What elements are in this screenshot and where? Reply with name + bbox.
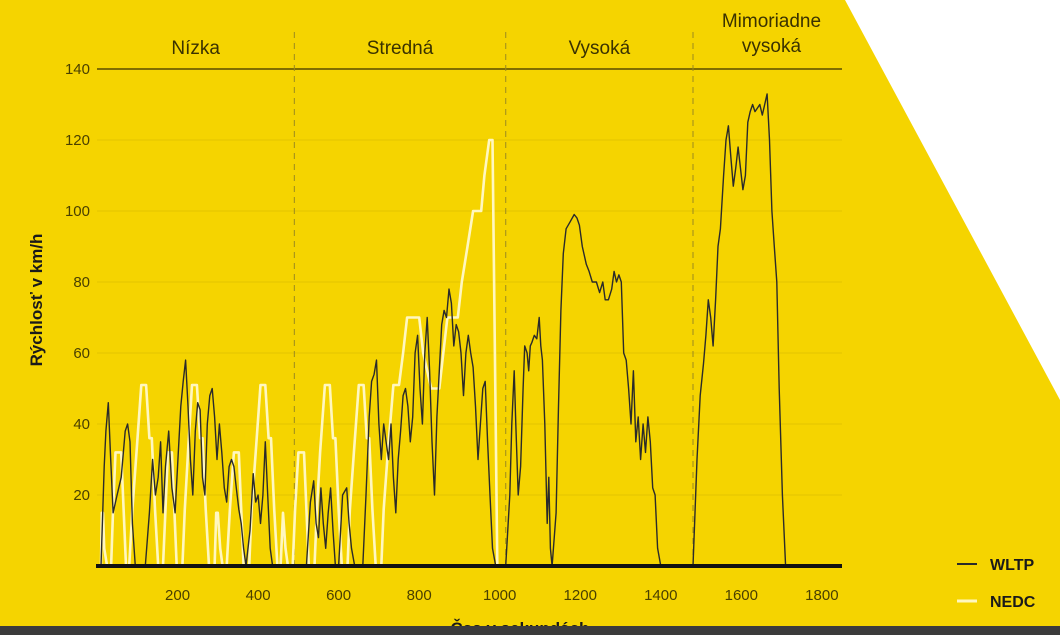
y-tick-label: 40 <box>73 416 90 433</box>
y-axis-title: Rýchlosť v km/h <box>27 234 46 367</box>
x-axis-ticks: 200 400 600 800 1000 1200 1400 1600 1800 <box>165 587 839 604</box>
phase-dividers <box>293 32 694 566</box>
horizontal-gridlines <box>97 68 842 496</box>
x-tick-label: 1400 <box>644 587 677 604</box>
bottom-bar <box>0 626 1060 635</box>
x-tick-label: 1000 <box>483 587 516 604</box>
phase-label: Vysoká <box>569 38 631 59</box>
x-tick-label: 1600 <box>725 587 758 604</box>
x-tick-label: 400 <box>246 587 271 604</box>
y-tick-label: 60 <box>73 345 90 362</box>
y-tick-label: 100 <box>65 203 90 220</box>
y-axis-ticks: 20 40 60 80 100 120 140 <box>65 61 90 504</box>
phase-label: Stredná <box>367 38 434 59</box>
legend: WLTP NEDC <box>957 557 1036 611</box>
x-tick-label: 200 <box>165 587 190 604</box>
x-tick-label: 1800 <box>805 587 838 604</box>
nedc-series-line <box>99 138 508 568</box>
corner-decoration-line <box>869 0 1060 356</box>
y-tick-label: 120 <box>65 132 90 149</box>
phase-label: Nízka <box>171 38 220 59</box>
white-corner-decoration <box>845 0 1060 400</box>
y-tick-label: 80 <box>73 274 90 291</box>
phase-labels: Nízka Stredná Vysoká Mimoriadne vysoká <box>171 11 821 59</box>
legend-label-wltp: WLTP <box>990 557 1034 574</box>
y-tick-label: 20 <box>73 487 90 504</box>
wltp-series-line <box>100 93 826 567</box>
legend-label-nedc: NEDC <box>990 594 1036 611</box>
phase-label: Mimoriadne vysoká <box>722 11 821 57</box>
x-tick-label: 800 <box>407 587 432 604</box>
x-tick-label: 600 <box>326 587 351 604</box>
y-tick-label: 140 <box>65 61 90 78</box>
x-tick-label: 1200 <box>564 587 597 604</box>
